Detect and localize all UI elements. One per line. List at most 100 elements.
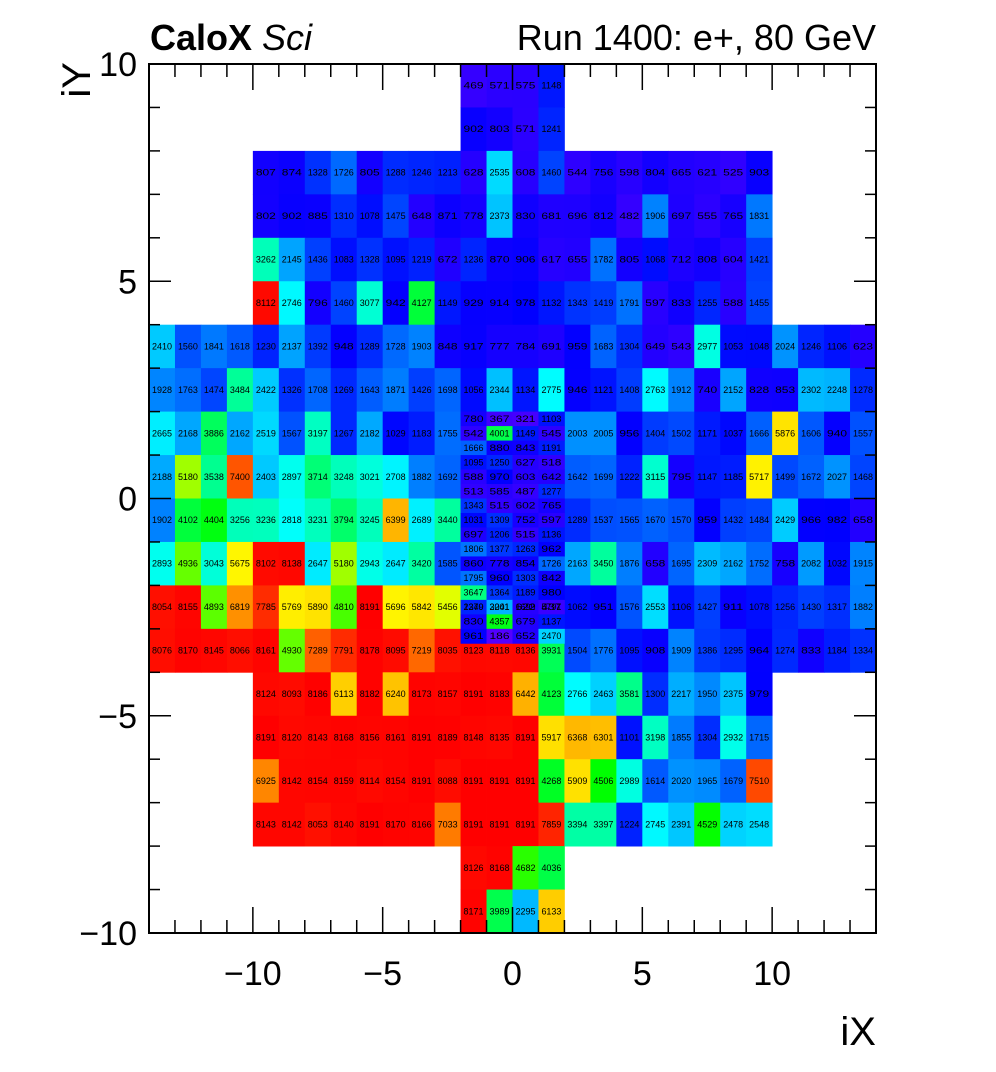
heatmap-cell	[200, 324, 228, 369]
heatmap-cell	[616, 498, 643, 543]
heatmap-cell-value: 880	[490, 443, 510, 453]
heatmap-cell	[304, 672, 332, 717]
x-axis-title: iX	[840, 1010, 876, 1054]
heatmap-cell	[382, 281, 410, 326]
heatmap-cell-value: 1695	[671, 559, 691, 569]
heatmap-cell	[330, 585, 358, 630]
heatmap-cell	[668, 368, 695, 412]
heatmap-cell-value: 1386	[697, 646, 717, 656]
heatmap-cell	[538, 628, 565, 644]
heatmap-cell-value: 2162	[230, 428, 250, 438]
heatmap-cell-value: 186	[490, 631, 510, 641]
heatmap-cell	[668, 150, 695, 195]
heatmap-cell-value: 1106	[827, 341, 847, 351]
heatmap-cell	[434, 411, 461, 456]
heatmap-cell	[642, 672, 669, 717]
heatmap-cell	[434, 368, 461, 412]
heatmap-cell-value: 765	[541, 501, 561, 511]
heatmap-cell-value: 6133	[541, 906, 561, 916]
heatmap-cell	[746, 411, 773, 456]
heatmap-cell	[720, 759, 747, 804]
heatmap-cell	[590, 802, 617, 847]
heatmap-cell	[590, 498, 617, 543]
heatmap-cell-value: 2248	[827, 385, 847, 395]
heatmap-cell-value: 6819	[230, 602, 250, 612]
heatmap-cell	[408, 498, 436, 543]
heatmap-cell	[798, 498, 825, 543]
heatmap-cell	[668, 672, 695, 717]
heatmap-cell	[720, 411, 747, 456]
heatmap-cell	[824, 541, 851, 586]
heatmap-cell-value: 8191	[490, 819, 510, 829]
heatmap-cell	[616, 281, 643, 326]
heatmap-cell	[408, 281, 436, 326]
heatmap-cell-value: 1219	[412, 255, 432, 265]
heatmap-cell-value: 1831	[749, 211, 769, 221]
heatmap-cell-value: 555	[697, 211, 717, 221]
heatmap-cell	[668, 802, 695, 847]
heatmap-cell-value: 1460	[541, 168, 561, 178]
heatmap-cell	[564, 150, 591, 195]
heatmap-cell-value: 7785	[256, 602, 276, 612]
heatmap-cell	[590, 411, 617, 456]
heatmap-cell	[512, 585, 539, 601]
x-tick-label: 5	[633, 955, 652, 993]
heatmap-cell-value: 1782	[593, 255, 613, 265]
heatmap-cell-value: 2217	[671, 689, 691, 699]
heatmap-cell	[330, 455, 358, 499]
heatmap-cell-value: 1576	[619, 602, 639, 612]
heatmap-cell-value: 959	[567, 341, 587, 351]
heatmap-cell-value: 2932	[723, 732, 743, 742]
heatmap-cell	[642, 324, 669, 369]
heatmap-cell-value: 1136	[541, 530, 561, 540]
heatmap-cell-value: 3115	[645, 472, 665, 482]
heatmap-cell	[746, 324, 773, 369]
heatmap-cell	[798, 368, 825, 412]
heatmap-cell	[850, 455, 877, 499]
heatmap-cell	[486, 281, 513, 326]
heatmap-cell-value: 946	[567, 385, 587, 395]
heatmap-cell-value: 871	[438, 211, 458, 221]
heatmap-cell	[252, 802, 280, 847]
heatmap-cell	[538, 672, 565, 717]
heatmap-cell	[434, 715, 461, 760]
heatmap-cell-value: 571	[490, 81, 510, 91]
heatmap-cell-value: 1436	[308, 255, 328, 265]
heatmap-cell-value: 672	[438, 255, 458, 265]
heatmap-cell	[694, 368, 721, 412]
heatmap-cell	[486, 411, 513, 427]
heatmap-cell	[460, 64, 487, 108]
heatmap-cell	[486, 889, 513, 934]
heatmap-cell	[538, 440, 565, 456]
heatmap-cell	[330, 281, 358, 326]
heatmap-cell-value: 2137	[282, 341, 302, 351]
heatmap-cell	[149, 541, 176, 586]
heatmap-cell	[538, 281, 565, 326]
heatmap-cell	[538, 541, 565, 557]
heatmap-cell-value: 874	[282, 168, 302, 178]
heatmap-cell-value: 8159	[334, 776, 354, 786]
heatmap-cell-value: 4404	[204, 515, 224, 525]
heatmap-cell-value: 2375	[723, 689, 743, 699]
heatmap-cell-value: 1708	[308, 385, 328, 395]
heatmap-cell-value: 8135	[490, 732, 510, 742]
heatmap-cell-value: 545	[541, 428, 561, 438]
heatmap-cell	[538, 150, 565, 195]
heatmap-cell-value: 828	[749, 385, 769, 395]
heatmap-cell-value: 758	[775, 559, 795, 569]
heatmap-cell	[850, 324, 877, 369]
heatmap-cell-value: 5180	[334, 559, 354, 569]
heatmap-cell-value: 2943	[360, 559, 380, 569]
heatmap-cell	[694, 150, 721, 195]
heatmap-cell	[538, 194, 565, 239]
heatmap-cell	[486, 527, 513, 543]
heatmap-cell-value: 1882	[853, 602, 873, 612]
heatmap-cell	[460, 541, 487, 557]
heatmap-cell-value: 1224	[619, 819, 639, 829]
heatmap-cell-value: 1132	[541, 298, 561, 308]
heatmap-cell-value: 1328	[308, 168, 328, 178]
heatmap-cell-value: 1149	[515, 428, 535, 438]
heatmap-cell-value: 1557	[853, 428, 873, 438]
heatmap-cell	[590, 368, 617, 412]
heatmap-cell-value: 1565	[619, 515, 639, 525]
